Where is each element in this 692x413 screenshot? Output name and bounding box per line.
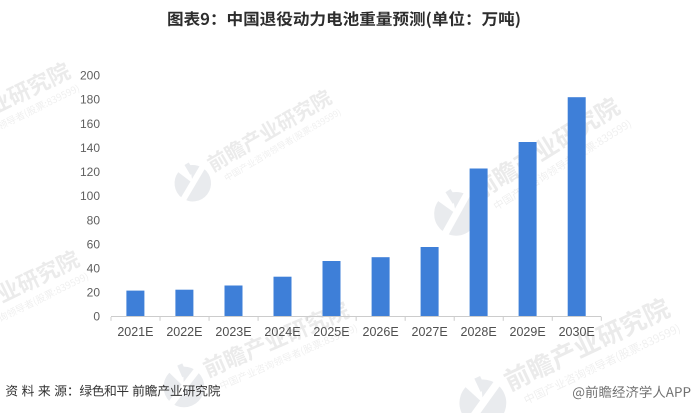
svg-text:40: 40 bbox=[87, 262, 101, 276]
svg-text:0: 0 bbox=[93, 310, 100, 324]
svg-text:2026E: 2026E bbox=[363, 325, 399, 339]
svg-text:2027E: 2027E bbox=[412, 325, 448, 339]
svg-text:2030E: 2030E bbox=[559, 325, 595, 339]
svg-text:140: 140 bbox=[80, 141, 100, 155]
svg-text:2028E: 2028E bbox=[461, 325, 497, 339]
svg-text:2025E: 2025E bbox=[313, 325, 349, 339]
svg-text:80: 80 bbox=[87, 213, 101, 227]
svg-text:20: 20 bbox=[87, 286, 101, 300]
svg-text:60: 60 bbox=[87, 237, 101, 251]
svg-text:2024E: 2024E bbox=[264, 325, 300, 339]
svg-text:200: 200 bbox=[80, 69, 100, 83]
svg-text:2023E: 2023E bbox=[215, 325, 251, 339]
svg-text:100: 100 bbox=[80, 189, 100, 203]
svg-text:160: 160 bbox=[80, 117, 100, 131]
svg-text:2021E: 2021E bbox=[117, 325, 153, 339]
svg-text:120: 120 bbox=[80, 165, 100, 179]
svg-text:180: 180 bbox=[80, 93, 100, 107]
svg-text:2022E: 2022E bbox=[166, 325, 202, 339]
svg-text:2029E: 2029E bbox=[510, 325, 546, 339]
